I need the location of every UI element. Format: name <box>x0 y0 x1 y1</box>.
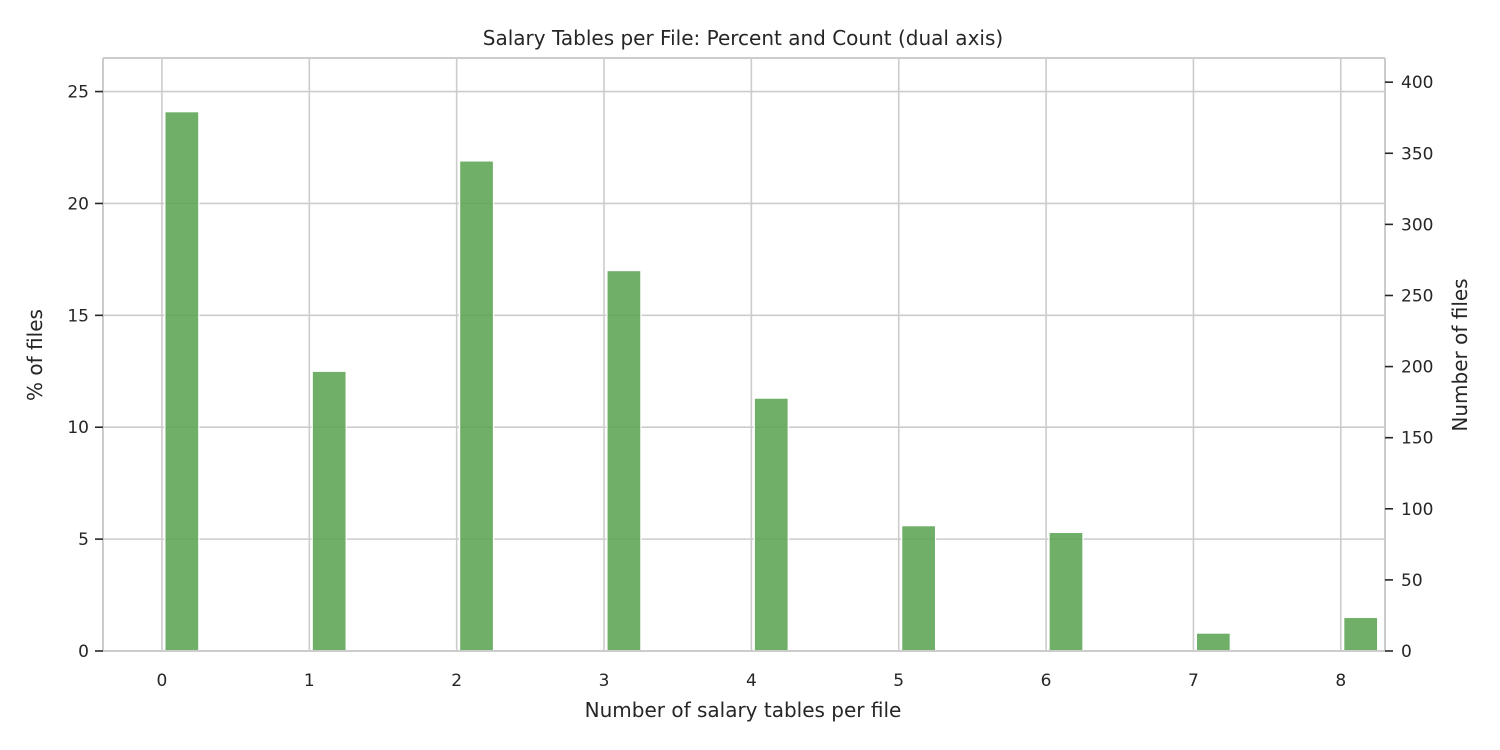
bar-category-7 <box>1195 632 1231 652</box>
bar-category-8 <box>1343 616 1379 652</box>
bar-category-6 <box>1048 531 1084 652</box>
x-tick-label: 3 <box>599 671 610 691</box>
x-tick-label: 1 <box>304 671 315 691</box>
y-left-tick-label: 25 <box>67 83 89 103</box>
y-right-tick-label: 200 <box>1401 358 1433 378</box>
y-right-tick-label: 400 <box>1401 73 1433 93</box>
bar-category-5 <box>901 525 937 652</box>
y-left-tick-label: 20 <box>67 194 89 214</box>
x-tick-label: 7 <box>1188 671 1199 691</box>
frame-layer <box>102 57 1386 652</box>
y-left-tick-label: 15 <box>67 306 89 326</box>
tick-layer: 0 1 2 3 4 5 6 7 80510152025050100150200250300350… <box>67 73 1433 691</box>
x-tick-label: 8 <box>1335 671 1346 691</box>
x-tick-label: 5 <box>893 671 904 691</box>
x-tick-label: 2 <box>451 671 462 691</box>
y-right-tick-label: 300 <box>1401 215 1433 235</box>
y-axis-label-left: % of files <box>23 309 47 401</box>
y-left-tick-label: 0 <box>78 642 89 662</box>
y-axis-label-right: Number of files <box>1448 278 1472 431</box>
y-left-tick-label: 10 <box>67 418 89 438</box>
y-right-tick-label: 0 <box>1401 642 1412 662</box>
grid-layer <box>103 58 1385 652</box>
bar-category-3 <box>606 269 642 652</box>
x-tick-label: 6 <box>1041 671 1052 691</box>
y-right-tick-label: 350 <box>1401 144 1433 164</box>
y-right-tick-label: 150 <box>1401 429 1433 449</box>
x-axis-label: Number of salary tables per file <box>585 698 902 722</box>
bar-category-2 <box>459 160 495 652</box>
y-right-tick-label: 250 <box>1401 286 1433 306</box>
bar-layer <box>164 111 1379 652</box>
x-tick-label: 4 <box>746 671 757 691</box>
y-left-tick-label: 5 <box>78 530 89 550</box>
bar-category-1 <box>311 370 347 652</box>
x-tick-label: 0 <box>157 671 168 691</box>
y-right-tick-label: 50 <box>1401 571 1423 591</box>
bar-category-0 <box>164 111 200 652</box>
y-right-tick-label: 100 <box>1401 500 1433 520</box>
bar-category-4 <box>753 397 789 652</box>
chart-title: Salary Tables per File: Percent and Coun… <box>483 26 1003 50</box>
